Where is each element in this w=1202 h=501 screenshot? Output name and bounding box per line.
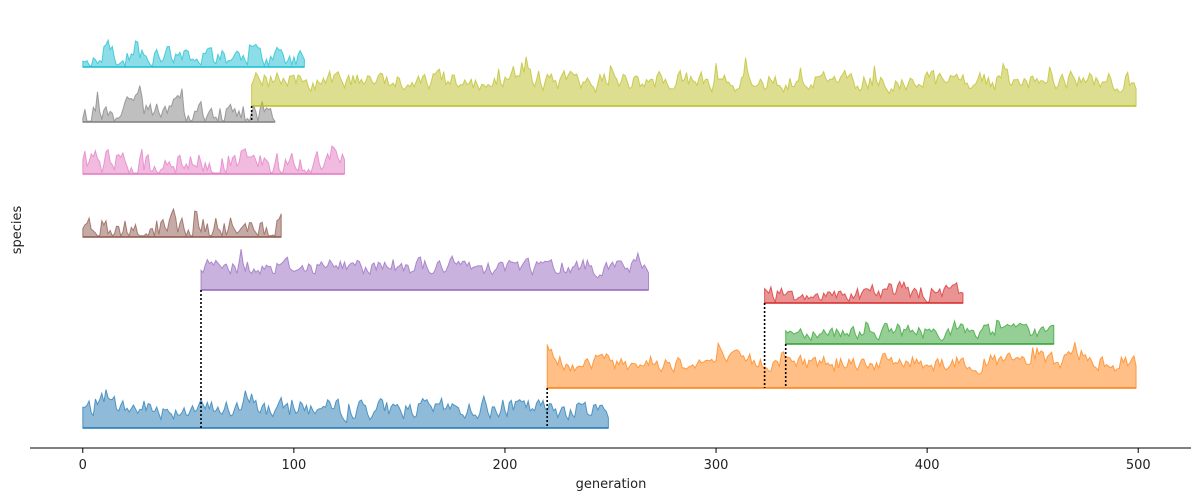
x-tick-label-200: 200 xyxy=(493,458,518,473)
species-area-4 xyxy=(200,249,649,291)
species-series-1 xyxy=(546,341,1137,389)
x-tick-label-100: 100 xyxy=(281,458,306,473)
species-area-6 xyxy=(82,145,345,175)
x-axis-title: generation xyxy=(576,477,647,492)
species-series-6 xyxy=(82,145,345,175)
species-series-2 xyxy=(785,319,1055,345)
series-layer xyxy=(82,38,1137,429)
x-tick-label-300: 300 xyxy=(704,458,729,473)
species-area-2 xyxy=(785,319,1055,345)
species-area-7 xyxy=(82,85,276,123)
species-area-1 xyxy=(546,341,1137,389)
species-series-8 xyxy=(251,56,1137,107)
species-series-0 xyxy=(82,389,609,429)
species-series-9 xyxy=(82,38,305,69)
lineage-links xyxy=(200,106,787,428)
species-area-9 xyxy=(82,38,305,69)
species-area-8 xyxy=(251,56,1137,107)
species-series-7 xyxy=(82,85,276,123)
species-area-0 xyxy=(82,389,609,429)
y-axis-title: species xyxy=(10,206,25,255)
x-axis-ticks: 0 100 200 300 400 500 xyxy=(79,448,1151,473)
x-tick-label-400: 400 xyxy=(915,458,940,473)
species-area-5 xyxy=(82,207,282,238)
species-series-4 xyxy=(200,249,649,291)
x-tick-label-0: 0 xyxy=(79,458,87,473)
species-series-5 xyxy=(82,207,282,238)
species-series-3 xyxy=(764,280,964,304)
species-area-3 xyxy=(764,280,964,304)
x-tick-label-500: 500 xyxy=(1126,458,1151,473)
